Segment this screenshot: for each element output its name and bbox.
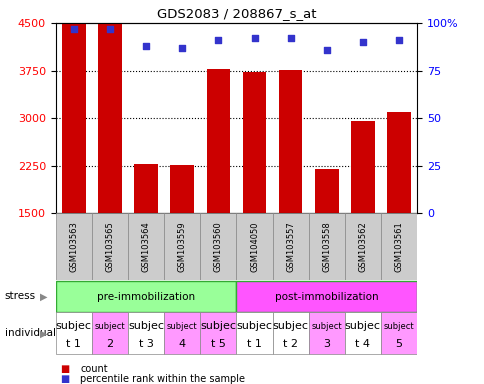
Bar [387,112,410,213]
Bar [56,281,236,312]
Bar [98,24,121,213]
Text: GSM103557: GSM103557 [286,221,295,272]
Bar [308,312,344,354]
Text: GSM103558: GSM103558 [321,221,331,272]
Point [250,35,258,41]
Bar [134,164,157,213]
Bar [92,213,128,280]
Text: t 3: t 3 [138,339,153,349]
Text: pre-immobilization: pre-immobilization [97,291,195,302]
Text: GSM103560: GSM103560 [213,221,223,272]
Point [358,39,366,45]
Bar [56,213,92,280]
Point [70,26,77,32]
Bar [92,312,128,354]
Bar [236,213,272,280]
Bar [236,312,272,354]
Text: percentile rank within the sample: percentile rank within the sample [80,374,244,384]
Text: subjec: subjec [128,321,164,331]
Bar [164,213,200,280]
Text: subject: subject [94,322,125,331]
Bar [236,281,416,312]
Bar [200,213,236,280]
Text: subjec: subjec [236,321,272,331]
Text: subjec: subjec [56,321,91,331]
Text: ▶: ▶ [40,328,47,338]
Point [106,26,114,32]
Bar [380,312,416,354]
Text: GSM103565: GSM103565 [105,221,114,272]
Text: GSM103562: GSM103562 [358,221,367,272]
Bar [62,23,85,213]
Point [286,35,294,41]
Bar [278,70,302,213]
Text: subjec: subjec [200,321,236,331]
Bar [128,213,164,280]
Point [142,43,150,49]
Bar [164,312,200,354]
Point [322,46,330,53]
Text: subjec: subjec [344,321,380,331]
Bar [56,312,92,354]
Text: ▶: ▶ [40,291,47,301]
Text: t 5: t 5 [211,339,226,349]
Text: GSM103564: GSM103564 [141,221,151,272]
Text: 2: 2 [106,339,113,349]
Bar [344,312,380,354]
Bar [350,121,374,213]
Text: subject: subject [311,322,341,331]
Text: subject: subject [383,322,413,331]
Text: post-immobilization: post-immobilization [274,291,378,302]
Bar [315,169,338,213]
Bar [272,312,308,354]
Bar [206,69,229,213]
Text: ■: ■ [60,374,70,384]
Point [394,37,402,43]
Text: ■: ■ [60,364,70,374]
Text: 4: 4 [178,339,185,349]
Point [214,37,222,43]
Text: GSM103563: GSM103563 [69,221,78,272]
Bar [380,213,416,280]
Text: subjec: subjec [272,321,308,331]
Text: subject: subject [166,322,197,331]
Bar [242,73,266,213]
Text: 5: 5 [395,339,402,349]
Text: 3: 3 [323,339,330,349]
Bar [128,312,164,354]
Text: t 1: t 1 [246,339,261,349]
Bar [170,165,194,213]
Title: GDS2083 / 208867_s_at: GDS2083 / 208867_s_at [156,7,316,20]
Text: count: count [80,364,107,374]
Text: GSM103561: GSM103561 [393,221,403,272]
Bar [344,213,380,280]
Text: individual: individual [5,328,56,338]
Point [178,45,186,51]
Bar [200,312,236,354]
Text: t 1: t 1 [66,339,81,349]
Text: GSM104050: GSM104050 [249,222,258,272]
Text: stress: stress [5,291,36,301]
Text: t 2: t 2 [283,339,298,349]
Text: GSM103559: GSM103559 [177,222,186,272]
Text: t 4: t 4 [355,339,370,349]
Bar [272,213,308,280]
Bar [308,213,344,280]
